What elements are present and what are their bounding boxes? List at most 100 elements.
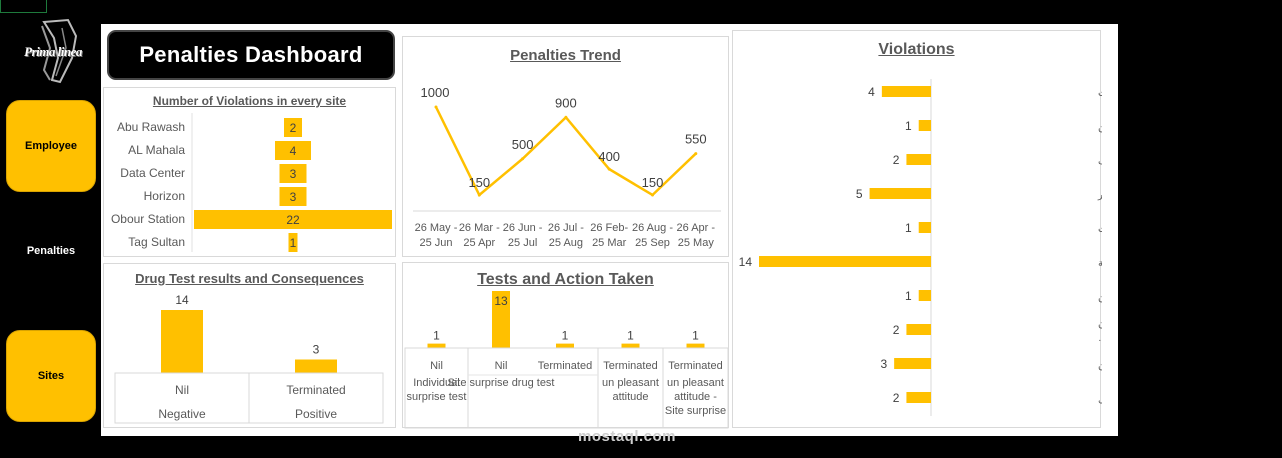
tick-label: عدم ارتداء الزي الرسمي الخاص بالأمن (1098, 120, 1102, 133)
data-label: 2 (893, 323, 900, 337)
tick-label: 26 Feb- (590, 222, 628, 234)
tick-label: 25 Sep (635, 237, 670, 249)
data-label: 900 (555, 95, 577, 110)
tick-label: 26 Apr - (677, 222, 716, 234)
tick-label: Obour Station (111, 212, 185, 226)
bar (194, 210, 392, 229)
tick-label: Individual (413, 377, 459, 389)
tick-label: Terminated (286, 383, 345, 397)
tick-label: 25 Mar (592, 237, 627, 249)
data-point (521, 157, 525, 161)
tests-action-chart: 1 Nil Individual surprise test 13 Nil Site sur… (404, 291, 729, 429)
nav-penalties-label: Penalties (26, 245, 76, 257)
data-label: 2 (893, 153, 900, 167)
bar (759, 256, 931, 267)
data-point (694, 152, 698, 156)
tests-action-panel: Tests and Action Taken 1 Nil Individual sur… (402, 262, 729, 429)
data-label: 5 (856, 187, 863, 201)
nav-sites-label: Sites (37, 370, 65, 382)
data-point (477, 193, 481, 197)
bar (906, 154, 931, 165)
tick-label: surprise test (407, 391, 467, 403)
watermark-text: mostaql.com (578, 428, 677, 445)
tick-label: attitude - (674, 391, 717, 403)
violations-title: Violations (878, 41, 955, 58)
violations-by-site-title: Number of Violations in every site (152, 94, 347, 108)
tick-label: 25 Jul (508, 237, 537, 249)
bar (686, 343, 705, 348)
data-label: 400 (598, 149, 620, 164)
data-point (564, 115, 568, 119)
tick-label: عدم القيام بعمل جولات (1098, 88, 1102, 99)
data-label: 3 (290, 167, 297, 181)
tick-label: un pleasant (602, 377, 659, 389)
bar (427, 343, 446, 348)
tick-label: تخريب الممتلكات (1098, 224, 1102, 235)
data-label: 1 (627, 329, 634, 343)
tick-label: Nil (430, 360, 443, 372)
tick-label: 26 May - (415, 222, 458, 234)
tick-label: 26 Mar - (459, 222, 500, 234)
tick-label: Data Center (120, 166, 185, 180)
tick-label: التدخين في مكان غير مخصص للتدخين (1098, 360, 1102, 371)
tick-label: 25 Aug (549, 237, 583, 249)
bar (492, 291, 510, 348)
tick-label: Site surprise drug test (448, 377, 555, 389)
bar (918, 290, 931, 301)
bar (279, 164, 307, 183)
logo-emblem-icon (41, 18, 78, 84)
tick-label: السماح بدخول أشخاص ممنوعين (1098, 290, 1102, 303)
data-label: 3 (290, 190, 297, 204)
data-point (434, 105, 438, 109)
data-label: 13 (494, 294, 508, 308)
data-label: 1 (905, 119, 912, 133)
cell-selection-marker (0, 0, 47, 13)
bar (906, 324, 931, 335)
data-label: 150 (642, 175, 664, 190)
data-label: 1000 (421, 85, 450, 100)
tick-label: مهمات - سائقين بدون كارت القيادة او… (1098, 333, 1102, 344)
bar (161, 310, 203, 373)
tick-label: السماح بدخول اشخاص (ممنوعين- بدون (1098, 319, 1102, 330)
tick-label: Terminated (668, 360, 722, 372)
nav-employee-button[interactable]: Employee (6, 100, 96, 192)
tick-label: Positive (295, 407, 337, 421)
data-label: 3 (313, 343, 320, 357)
tick-label: التحدث والانشغال بالتليفون اثناء العمل (1098, 394, 1102, 405)
drug-test-panel: Drug Test results and Consequences 14 Nil… (103, 263, 396, 428)
nav-sites-button[interactable]: Sites (6, 330, 96, 422)
company-logo: Prima linea (14, 18, 90, 86)
bar (284, 118, 302, 137)
tick-label: 26 Jul - (548, 222, 584, 234)
drug-test-chart: 14 Nil Negative 3 Terminated Positive (114, 293, 384, 424)
bar (918, 222, 931, 233)
tick-label: Abu Rawash (117, 120, 185, 134)
bar (556, 343, 574, 348)
data-label: 550 (685, 132, 707, 147)
tick-label: 26 Jun - (503, 222, 543, 234)
tick-label: Negative (158, 407, 206, 421)
data-label: 500 (512, 137, 534, 152)
data-label: 4 (868, 85, 875, 99)
data-label: 22 (286, 213, 300, 227)
bar (869, 188, 931, 199)
tick-label: 25 Apr (463, 237, 495, 249)
drug-test-title: Drug Test results and Consequences (135, 271, 364, 286)
violations-by-site-chart: Abu Rawash 2 AL Mahala 4 Data Center 3 Horizon… (111, 113, 392, 252)
tick-label: 26 Aug - (632, 222, 673, 234)
data-label: 2 (893, 391, 900, 405)
axis-table (404, 347, 729, 429)
data-label: 1 (433, 329, 440, 343)
bar (295, 359, 337, 373)
bar (275, 141, 311, 160)
data-label: 1 (905, 221, 912, 235)
data-label: 14 (739, 255, 753, 269)
nav-employee-label: Employee (25, 140, 77, 152)
penalties-trend-title: Penalties Trend (510, 47, 621, 64)
nav-penalties-button[interactable]: Penalties (6, 236, 96, 266)
data-label: 1 (905, 289, 912, 303)
tick-label: 25 May (678, 237, 715, 249)
tick-label: Terminated (538, 360, 592, 372)
violations-panel: Violations 4 عدم القيام بعمل جولات 1 عدم ار… (732, 30, 1102, 428)
bar (906, 392, 931, 403)
